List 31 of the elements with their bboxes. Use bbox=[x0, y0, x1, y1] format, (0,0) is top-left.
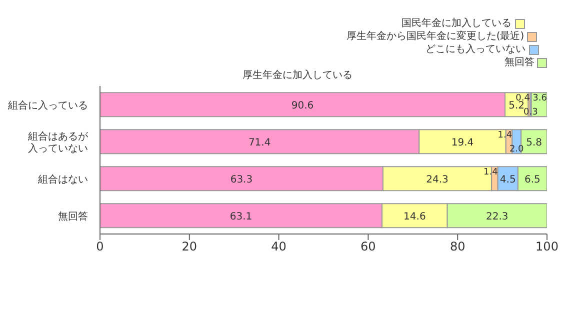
data-label: 24.3 bbox=[426, 174, 448, 186]
series-label: 厚生年金に加入している bbox=[242, 70, 352, 82]
data-label: 2.0 bbox=[509, 144, 524, 155]
data-label: 6.5 bbox=[524, 174, 540, 186]
legend-label: どこにも入っていない bbox=[426, 44, 526, 56]
x-tick-label: 60 bbox=[360, 240, 376, 254]
legend-label: 厚生年金から国民年金に変更した(最近) bbox=[346, 31, 524, 43]
x-tick-label: 40 bbox=[271, 240, 286, 254]
data-label: 1.4 bbox=[498, 130, 512, 141]
data-label: 1.4 bbox=[484, 168, 498, 178]
data-label: 63.1 bbox=[230, 212, 252, 223]
legend-label: 国民年金に加入している bbox=[402, 18, 512, 30]
y-tick-label: 組合はあるが入っていない bbox=[27, 130, 89, 154]
data-label: 19.4 bbox=[451, 138, 474, 149]
data-label: 0.3 bbox=[524, 108, 538, 118]
x-tick-label: 100 bbox=[536, 240, 558, 254]
data-label: 5.8 bbox=[526, 138, 542, 149]
x-tick-label: 0 bbox=[96, 240, 104, 254]
data-label: 14.6 bbox=[404, 212, 426, 223]
x-tick-label: 20 bbox=[182, 240, 198, 254]
y-tick-label: 無回答 bbox=[58, 210, 88, 222]
data-label: 4.5 bbox=[500, 174, 516, 186]
data-label: 71.4 bbox=[248, 138, 271, 149]
x-tick-label: 80 bbox=[450, 240, 466, 254]
data-label: 90.6 bbox=[291, 100, 314, 112]
y-tick-label: 組合はない bbox=[37, 174, 88, 186]
y-tick-label: 組合に入っている bbox=[7, 100, 88, 112]
data-label: 22.3 bbox=[486, 212, 508, 223]
data-label: 3.6 bbox=[532, 94, 548, 104]
data-label: 63.3 bbox=[230, 174, 253, 186]
legend-label: 無回答 bbox=[504, 57, 534, 69]
